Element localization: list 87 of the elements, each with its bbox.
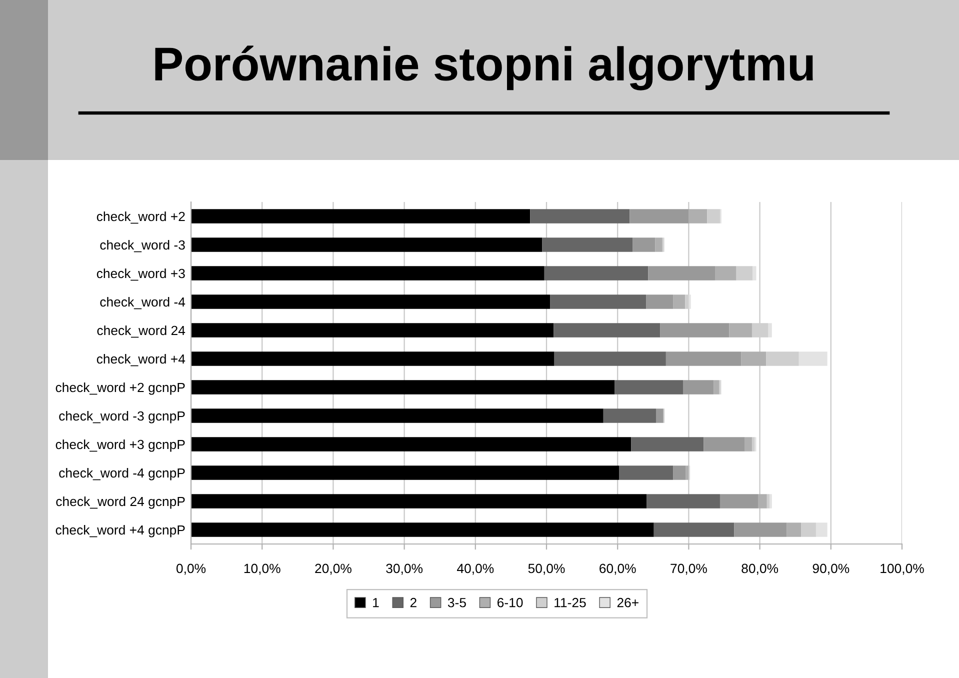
x-tick-label: 50,0% [528, 564, 565, 575]
x-tick-label: 10,0% [244, 564, 280, 575]
bar [714, 380, 720, 394]
bar [656, 408, 664, 423]
y-tick-label: check_word -4 gcnpP [59, 468, 185, 480]
bar [191, 494, 647, 508]
bar [715, 266, 736, 280]
bar [801, 522, 816, 537]
y-tick-label: check_word +2 [96, 211, 185, 224]
bar [614, 380, 684, 394]
legend-label: 6-10 [498, 598, 523, 608]
bar [191, 437, 632, 452]
bar [191, 294, 550, 309]
bar [744, 437, 752, 452]
legend-label: 11-25 [554, 598, 586, 608]
bar [619, 466, 674, 480]
y-tick-label: check_word -3 gcnpP [59, 410, 185, 424]
bar [786, 522, 802, 537]
bar [191, 466, 620, 480]
bar [654, 522, 734, 537]
bar [191, 209, 530, 224]
bar [736, 266, 753, 280]
y-tick-label: check_word +4 [96, 354, 186, 366]
legend-label: 26+ [617, 598, 638, 608]
bar [631, 437, 704, 452]
x-tick-label: 30,0% [386, 564, 423, 575]
bar [734, 522, 787, 537]
y-tick-label: check_word -4 [100, 296, 186, 310]
bar [673, 294, 686, 309]
bar [683, 380, 714, 394]
x-tick-label: 70,0% [670, 564, 707, 575]
y-tick-label: check_word 24 gcnpP [56, 496, 185, 509]
y-tick-label: check_word +4 gcnpP [56, 524, 185, 538]
bar [554, 323, 660, 338]
y-tick-label: check_word -3 [100, 240, 185, 252]
bar [766, 352, 799, 366]
x-tick-label: 40,0% [457, 564, 494, 575]
bar [686, 466, 689, 480]
bar [191, 522, 654, 537]
bar [550, 294, 646, 309]
x-tick-label: 60,0% [600, 564, 636, 575]
bar [707, 209, 720, 224]
bar [191, 266, 544, 280]
bar [655, 238, 662, 252]
bar [752, 266, 756, 280]
bar [630, 209, 689, 224]
y-tick-label: check_word +2 gcnpP [56, 382, 185, 395]
bar [752, 437, 755, 452]
bar [758, 494, 767, 508]
bar [542, 238, 633, 252]
x-tick-label: 90,0% [812, 564, 850, 575]
bar [603, 408, 656, 423]
y-tick-label: check_word 24 [97, 325, 186, 338]
bar [648, 266, 716, 280]
bar [688, 209, 708, 224]
bar [191, 238, 542, 252]
bar [191, 323, 554, 338]
bar [741, 352, 766, 366]
bar [646, 294, 674, 309]
bar [660, 323, 730, 338]
bar [704, 437, 745, 452]
bar [191, 352, 554, 366]
bar [191, 408, 604, 423]
bar [191, 380, 615, 394]
chart-title: Porównanie stopni algorytmu [155, 46, 813, 90]
x-tick-label: 100,0% [880, 564, 924, 575]
legend-label: 3-5 [448, 598, 466, 608]
bar [766, 494, 770, 508]
y-tick-label: check_word +3 gcnpP [56, 439, 185, 452]
bar [544, 266, 648, 280]
bar [673, 466, 686, 480]
bar [729, 323, 752, 338]
bar [720, 494, 758, 508]
bar [554, 352, 666, 366]
bar [816, 522, 828, 537]
x-tick-label: 20,0% [315, 564, 352, 575]
bar [798, 352, 828, 366]
bar [530, 209, 630, 224]
bar [666, 352, 742, 366]
bar [646, 494, 720, 508]
x-tick-label: 0,0% [176, 564, 206, 575]
bar [768, 323, 772, 338]
legend-label: 1 [373, 598, 379, 608]
x-tick-label: 80,0% [742, 564, 778, 575]
legend-label: 2 [410, 598, 416, 608]
y-tick-label: check_word +3 [96, 268, 185, 281]
bar [632, 238, 656, 252]
